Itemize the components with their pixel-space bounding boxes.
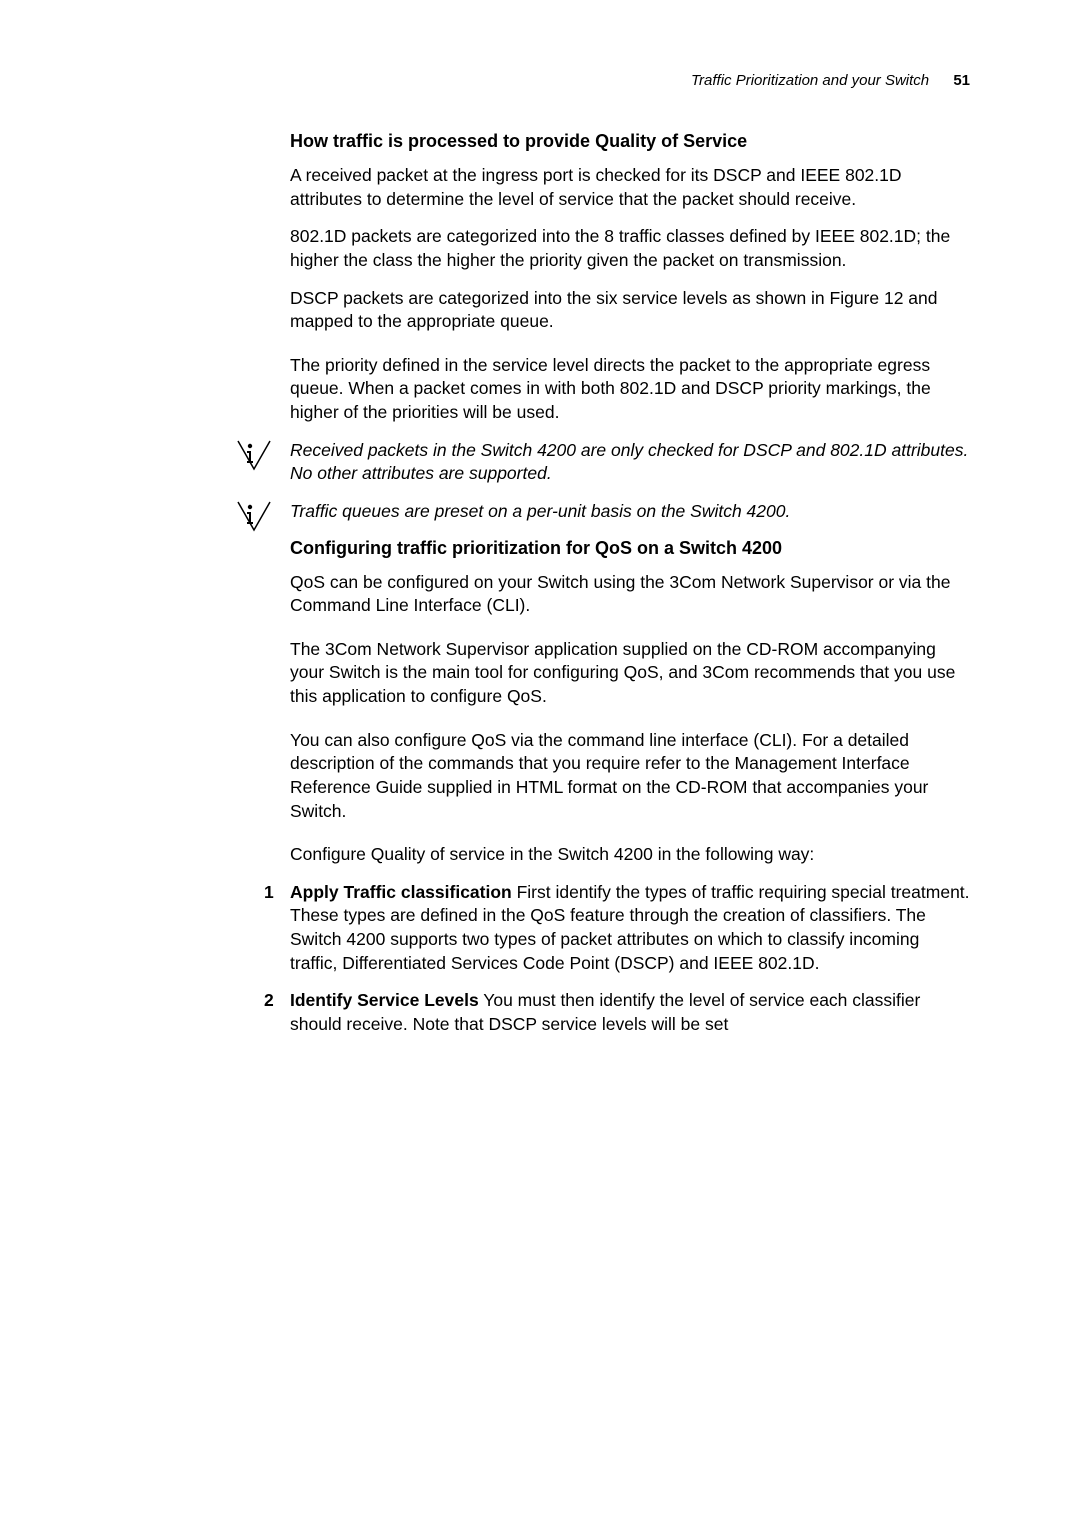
note1-text: Received packets in the Switch 4200 are …	[290, 439, 970, 486]
section2-p2: The 3Com Network Supervisor application …	[290, 638, 970, 709]
page-header: Traffic Prioritization and your Switch 5…	[290, 72, 970, 89]
note2-text: Traffic queues are preset on a per-unit …	[290, 500, 970, 524]
numbered-list: 1 Apply Traffic classification First ide…	[290, 881, 970, 1037]
section1-p4: The priority defined in the service leve…	[290, 354, 970, 425]
section2-heading: Configuring traffic prioritization for Q…	[290, 538, 970, 559]
list-item-title: Apply Traffic classification	[290, 882, 512, 902]
section2-p4: Configure Quality of service in the Swit…	[290, 843, 970, 867]
section1-p2: 802.1D packets are categorized into the …	[290, 225, 970, 272]
section1-p3: DSCP packets are categorized into the si…	[290, 287, 970, 334]
list-item: 1 Apply Traffic classification First ide…	[290, 881, 970, 976]
section1-heading: How traffic is processed to provide Qual…	[290, 131, 970, 152]
section2-p1: QoS can be configured on your Switch usi…	[290, 571, 970, 618]
section1-p1: A received packet at the ingress port is…	[290, 164, 970, 211]
section2-p3: You can also configure QoS via the comma…	[290, 729, 970, 824]
info-icon	[236, 439, 272, 471]
header-title: Traffic Prioritization and your Switch	[691, 72, 929, 89]
info-icon	[236, 500, 272, 532]
header-page-number: 51	[953, 72, 970, 89]
list-item-number: 1	[264, 881, 274, 905]
list-item-number: 2	[264, 989, 274, 1013]
list-item-title: Identify Service Levels	[290, 990, 479, 1010]
list-item: 2 Identify Service Levels You must then …	[290, 989, 970, 1036]
